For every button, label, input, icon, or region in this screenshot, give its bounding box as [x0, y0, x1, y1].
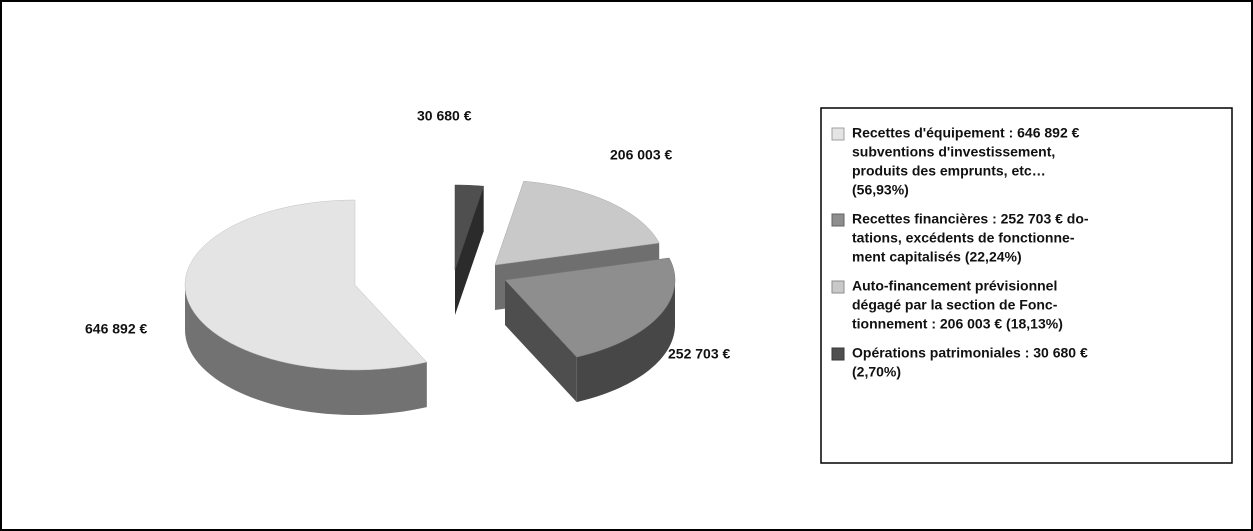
legend-box [820, 107, 1233, 464]
legend-text: dégagé par la section de Fonc- [852, 297, 1058, 313]
legend-swatch [831, 280, 845, 294]
legend-text: (2,70%) [852, 364, 901, 380]
data-label: 30 680 € [417, 108, 472, 124]
legend-text: ment capitalisés (22,24%) [852, 249, 1022, 265]
slice [184, 199, 428, 371]
legend-text: (56,93%) [852, 182, 909, 198]
legend-text: tionnement : 206 003 € (18,13%) [852, 316, 1063, 332]
legend-swatch [831, 347, 845, 361]
slice [494, 180, 660, 266]
legend-text: Recettes financières : 252 703 € do- [852, 211, 1089, 227]
legend-text: subventions d'investissement, [852, 144, 1055, 160]
legend-text: Recettes d'équipement : 646 892 € [852, 125, 1080, 141]
data-label: 252 703 € [668, 346, 730, 362]
legend-text: Auto-financement prévisionnel [852, 278, 1057, 294]
data-label: 646 892 € [85, 321, 147, 337]
legend-text: produits des emprunts, etc… [852, 163, 1046, 179]
legend-swatch [831, 127, 845, 141]
legend-text: Opérations patrimoniales : 30 680 € [852, 345, 1088, 361]
legend-text: tations, excédents de fonctionne- [852, 230, 1075, 246]
slice-side [185, 285, 427, 415]
slice [504, 257, 676, 358]
legend-swatch [831, 213, 845, 227]
slice-side [505, 280, 577, 403]
data-label: 206 003 € [610, 147, 672, 163]
slice [454, 184, 485, 271]
slice-side [455, 186, 484, 315]
slice-side [576, 280, 675, 403]
